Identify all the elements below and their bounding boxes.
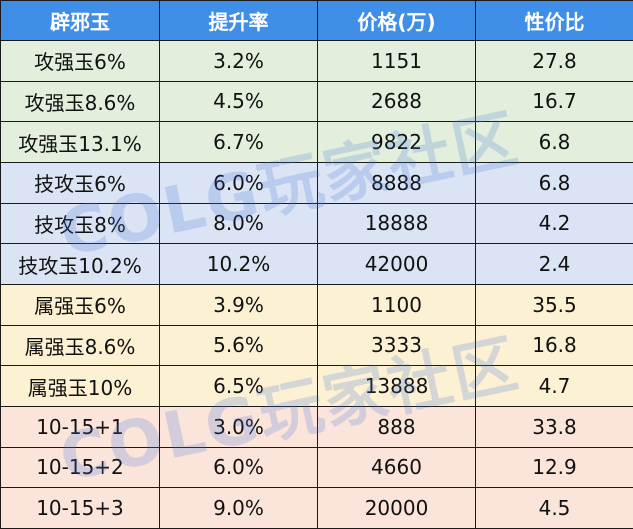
table-row: 10-15+3 9.0% 20000 4.5: [0, 487, 633, 529]
table-row: 属强玉6% 3.9% 1100 35.5: [0, 283, 633, 326]
table-row: 10-15+1 3.0% 888 33.8: [0, 405, 633, 448]
table-row: 技攻玉8% 8.0% 18888 4.2: [0, 202, 633, 245]
cell-value-ratio: 4.2: [475, 202, 633, 245]
cell-price: 42000: [317, 243, 476, 285]
table-row: 技攻玉6% 6.0% 8888 6.8: [0, 161, 633, 204]
cell-boost-rate: 6.0%: [159, 446, 318, 489]
cell-price: 1151: [317, 40, 476, 82]
cell-price: 20000: [317, 487, 476, 529]
cell-jade: 属强玉10%: [0, 365, 160, 407]
table-row: 攻强玉8.6% 4.5% 2688 16.7: [0, 80, 633, 123]
header-jade: 辟邪玉: [0, 0, 160, 41]
table-row: 属强玉8.6% 5.6% 3333 16.8: [0, 324, 633, 367]
cell-value-ratio: 6.8: [475, 161, 633, 204]
cell-boost-rate: 5.6%: [159, 324, 318, 367]
cell-boost-rate: 6.0%: [159, 161, 318, 204]
table-row: 攻强玉13.1% 6.7% 9822 6.8: [0, 121, 633, 163]
cell-jade: 10-15+2: [0, 446, 160, 489]
cell-value-ratio: 4.7: [475, 365, 633, 407]
cell-jade: 10-15+3: [0, 487, 160, 529]
cell-value-ratio: 2.4: [475, 243, 633, 285]
cell-jade: 攻强玉13.1%: [0, 121, 160, 163]
cell-value-ratio: 35.5: [475, 283, 633, 326]
cell-price: 8888: [317, 161, 476, 204]
cell-jade: 10-15+1: [0, 405, 160, 448]
cell-jade: 技攻玉8%: [0, 202, 160, 245]
cell-value-ratio: 6.8: [475, 121, 633, 163]
cell-boost-rate: 3.0%: [159, 405, 318, 448]
cell-jade: 属强玉8.6%: [0, 324, 160, 367]
cell-boost-rate: 8.0%: [159, 202, 318, 245]
header-value-ratio: 性价比: [475, 0, 633, 41]
cell-price: 18888: [317, 202, 476, 245]
cell-boost-rate: 4.5%: [159, 80, 318, 123]
cell-jade: 攻强玉8.6%: [0, 80, 160, 123]
cell-jade: 攻强玉6%: [0, 40, 160, 82]
cell-value-ratio: 33.8: [475, 405, 633, 448]
cell-value-ratio: 27.8: [475, 40, 633, 82]
cell-boost-rate: 3.9%: [159, 283, 318, 326]
cell-price: 3333: [317, 324, 476, 367]
table-row: 攻强玉6% 3.2% 1151 27.8: [0, 40, 633, 82]
cell-boost-rate: 6.5%: [159, 365, 318, 407]
cell-value-ratio: 12.9: [475, 446, 633, 489]
cell-boost-rate: 9.0%: [159, 487, 318, 529]
table-row: 技攻玉10.2% 10.2% 42000 2.4: [0, 243, 633, 285]
cell-boost-rate: 3.2%: [159, 40, 318, 82]
cell-price: 9822: [317, 121, 476, 163]
header-boost-rate: 提升率: [159, 0, 318, 41]
header-price: 价格(万): [317, 0, 476, 41]
cell-value-ratio: 16.8: [475, 324, 633, 367]
cell-price: 1100: [317, 283, 476, 326]
cell-jade: 技攻玉6%: [0, 161, 160, 204]
table-row: 属强玉10% 6.5% 13888 4.7: [0, 365, 633, 407]
cell-price: 2688: [317, 80, 476, 123]
cell-boost-rate: 6.7%: [159, 121, 318, 163]
cell-jade: 属强玉6%: [0, 283, 160, 326]
cell-price: 13888: [317, 365, 476, 407]
cell-value-ratio: 4.5: [475, 487, 633, 529]
cell-value-ratio: 16.7: [475, 80, 633, 123]
header-row: 辟邪玉 提升率 价格(万) 性价比: [0, 0, 633, 41]
cell-jade: 技攻玉10.2%: [0, 243, 160, 285]
cell-boost-rate: 10.2%: [159, 243, 318, 285]
cell-price: 888: [317, 405, 476, 448]
cell-price: 4660: [317, 446, 476, 489]
table-row: 10-15+2 6.0% 4660 12.9: [0, 446, 633, 489]
